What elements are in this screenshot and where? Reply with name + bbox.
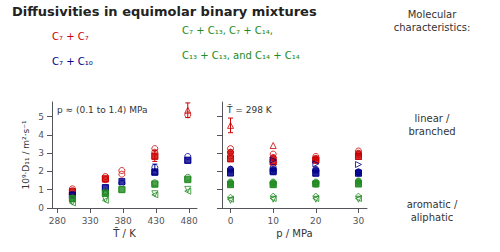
svg-text:Diffusivities in equimolar bin: Diffusivities in equimolar binary mixtur…: [12, 4, 317, 19]
svg-text:0: 0: [38, 203, 44, 213]
svg-text:10: 10: [267, 216, 279, 226]
svg-text:280: 280: [49, 216, 66, 226]
svg-text:branched: branched: [408, 126, 455, 137]
svg-text:C₁₃ + C₁₃, and C₁₄ + C₁₄: C₁₃ + C₁₃, and C₁₄ + C₁₄: [182, 50, 300, 61]
svg-text:p ≈ (0.1 to 1.4) MPa: p ≈ (0.1 to 1.4) MPa: [57, 105, 148, 115]
svg-text:C₇ + C₇: C₇ + C₇: [52, 31, 89, 42]
svg-text:5: 5: [38, 112, 44, 122]
svg-text:C₇ + C₁₀: C₇ + C₁₀: [52, 56, 93, 67]
svg-text:characteristics:: characteristics:: [394, 22, 471, 33]
svg-text:1: 1: [38, 185, 44, 195]
svg-text:C₇ + C₁₃, C₇ + C₁₄,: C₇ + C₁₃, C₇ + C₁₄,: [182, 25, 273, 36]
svg-text:3: 3: [38, 148, 44, 158]
svg-text:Molecular: Molecular: [408, 9, 457, 20]
svg-text:430: 430: [148, 216, 165, 226]
svg-text:480: 480: [180, 216, 197, 226]
svg-text:2: 2: [38, 166, 44, 176]
svg-text:aliphatic: aliphatic: [411, 212, 454, 223]
svg-text:10⁹·D₁₁ / m²·s⁻¹: 10⁹·D₁₁ / m²·s⁻¹: [21, 120, 31, 189]
svg-text:20: 20: [310, 216, 322, 226]
svg-text:p / MPa: p / MPa: [276, 228, 312, 239]
svg-text:380: 380: [115, 216, 132, 226]
svg-text:T̄ = 298 K: T̄ = 298 K: [226, 104, 273, 115]
svg-text:30: 30: [353, 216, 365, 226]
svg-text:aromatic /: aromatic /: [407, 199, 458, 210]
svg-text:0: 0: [228, 216, 234, 226]
svg-text:linear /: linear /: [415, 113, 450, 124]
svg-text:4: 4: [38, 130, 44, 140]
svg-text:T̄ / K: T̄ / K: [112, 227, 136, 239]
svg-text:330: 330: [82, 216, 99, 226]
